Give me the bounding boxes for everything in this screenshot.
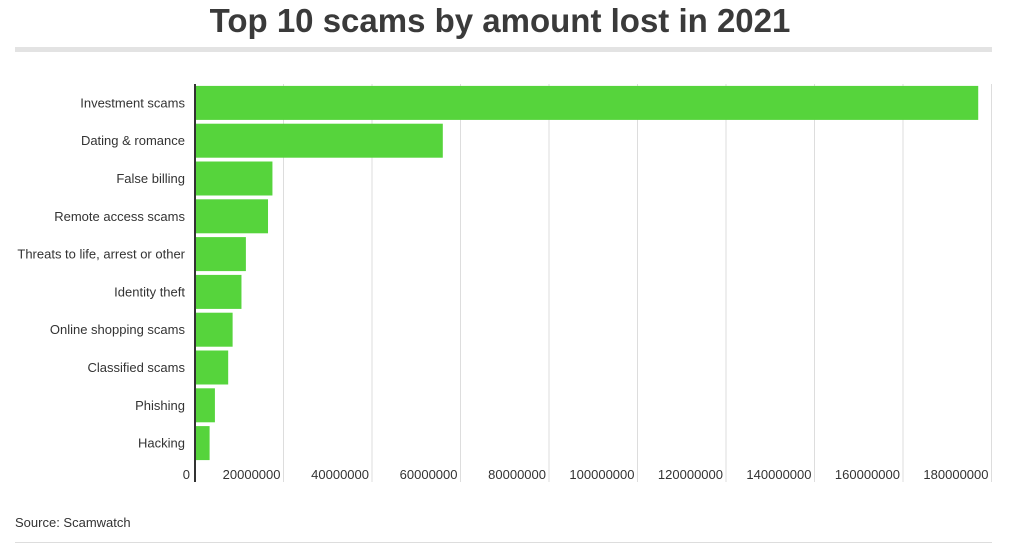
- bar-chart: Investment scams Dating & romance False bi…: [17, 84, 992, 482]
- bar: [195, 199, 269, 234]
- bar: [195, 123, 443, 158]
- category-label: Phishing: [135, 398, 185, 413]
- category-labels: Investment scams Dating & romance False bi…: [17, 95, 185, 450]
- chart-title: Top 10 scams by amount lost in 2021: [209, 2, 791, 39]
- x-tick-label: 160000000: [835, 467, 900, 482]
- x-tick-label: 120000000: [658, 467, 723, 482]
- bar: [195, 426, 210, 461]
- bars: [195, 85, 979, 461]
- x-tick-labels: 0 20000000 40000000 60000000 80000000 1000000…: [183, 467, 989, 482]
- bar: [195, 350, 229, 385]
- x-tick-label: 0: [183, 467, 190, 482]
- x-tick-label: 20000000: [223, 467, 281, 482]
- bar: [195, 312, 233, 347]
- x-tick-label: 140000000: [746, 467, 811, 482]
- x-tick-label: 100000000: [569, 467, 634, 482]
- bar: [195, 161, 273, 196]
- bar: [195, 274, 242, 309]
- x-tick-label: 60000000: [400, 467, 458, 482]
- category-label: Classified scams: [87, 360, 185, 375]
- category-label: Dating & romance: [81, 133, 185, 148]
- bar: [195, 388, 215, 423]
- x-tick-label: 180000000: [923, 467, 988, 482]
- bar: [195, 85, 979, 120]
- category-label: False billing: [116, 171, 185, 186]
- title-divider: [15, 47, 992, 52]
- bar: [195, 237, 246, 272]
- category-label: Investment scams: [80, 95, 185, 110]
- category-label: Threats to life, arrest or other: [17, 247, 185, 262]
- source-note: Source: Scamwatch: [15, 515, 131, 530]
- bottom-divider: [15, 542, 992, 543]
- category-label: Hacking: [138, 436, 185, 451]
- x-tick-label: 80000000: [488, 467, 546, 482]
- category-label: Online shopping scams: [50, 322, 186, 337]
- x-tick-label: 40000000: [311, 467, 369, 482]
- category-label: Remote access scams: [54, 209, 185, 224]
- category-label: Identity theft: [114, 284, 185, 299]
